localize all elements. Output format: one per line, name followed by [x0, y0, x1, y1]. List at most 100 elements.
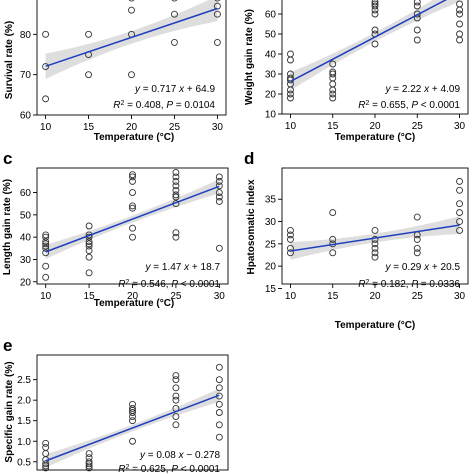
x-tick-label: 20: [369, 121, 381, 132]
x-tick-label: 15: [327, 121, 339, 132]
data-point: [456, 218, 463, 225]
regression-stats: R2 = 0.655, P < 0.0001: [358, 100, 460, 112]
data-point: [215, 433, 223, 441]
data-point: [172, 186, 180, 194]
data-point: [215, 409, 223, 416]
data-point: [413, 213, 421, 221]
data-point: [371, 253, 379, 261]
x-tick-label: 30: [212, 122, 224, 133]
data-point: [42, 30, 50, 38]
x-tick-label: 15: [327, 291, 339, 302]
x-tick-label: 20: [127, 291, 139, 302]
panel-b: 10 20 30 40 50 60 10 15 20 25 30 Temperature (°C) We…: [244, 0, 469, 143]
data-point: [42, 439, 50, 447]
data-point: [371, 2, 379, 10]
data-point: [215, 244, 223, 252]
y-axis-label: Hpatosomatic index: [246, 179, 257, 274]
regression-line-c: [45, 185, 220, 253]
data-point: [215, 384, 223, 392]
panel-a: 60 70 80 10 15 20 25 30 Temperature (°C) Survival…: [4, 0, 227, 143]
data-point: [129, 202, 136, 210]
data-point: [85, 238, 93, 246]
regression-stats: R2 = 0.408, P = 0.0104: [113, 100, 215, 112]
data-point: [287, 227, 294, 234]
data-point: [129, 409, 136, 416]
x-tick-label: 25: [170, 291, 182, 302]
data-point: [371, 26, 379, 34]
regression-line-b: [290, 0, 448, 83]
data-point: [129, 404, 136, 412]
data-point: [85, 450, 93, 458]
data-point: [172, 413, 180, 421]
x-tick-label: 15: [83, 122, 95, 133]
data-point: [371, 6, 379, 14]
data-point: [287, 90, 294, 98]
data-point: [42, 238, 50, 246]
data-point: [172, 229, 180, 237]
data-point: [213, 38, 221, 46]
data-point: [215, 182, 223, 190]
y-tick-label: 60: [265, 10, 277, 21]
data-point: [171, 10, 178, 18]
data-point: [329, 70, 337, 78]
x-axis-label: Temperature (°C): [94, 298, 175, 309]
data-point: [413, 244, 421, 252]
x-tick-label: 10: [285, 291, 297, 302]
data-point: [413, 26, 421, 34]
y-tick-label: 20: [20, 277, 32, 288]
regression-equation: y = 2.22 x + 4.09: [385, 84, 461, 95]
data-point: [172, 182, 180, 190]
x-tick-label: 10: [40, 291, 52, 302]
y-tick-label: 40: [265, 50, 277, 61]
data-point: [85, 240, 93, 248]
data-point: [172, 396, 180, 404]
data-point: [172, 173, 180, 181]
data-point: [128, 0, 135, 2]
data-point: [456, 20, 463, 28]
x-tick-label: 10: [285, 121, 297, 132]
data-point: [456, 10, 463, 18]
data-point: [129, 171, 136, 179]
data-point: [42, 464, 50, 472]
data-point: [287, 235, 294, 243]
data-point: [214, 0, 221, 2]
regression-stats: R2 = 0.182, P = 0.0336: [358, 279, 460, 291]
x-tick-label: 15: [84, 291, 96, 302]
data-point: [329, 94, 337, 102]
data-point: [128, 71, 135, 79]
data-point: [215, 198, 223, 205]
x-tick-label: 20: [126, 122, 138, 133]
data-point: [371, 227, 379, 234]
y-tick-label: 30: [265, 70, 277, 81]
data-point: [42, 249, 50, 257]
data-point: [215, 193, 223, 201]
data-point: [287, 56, 294, 64]
data-point: [129, 177, 136, 185]
x-axis-label: Temperature (°C): [335, 320, 416, 331]
data-point: [456, 30, 463, 38]
data-point: [129, 233, 136, 241]
y-tick-label: 50: [265, 30, 277, 41]
data-point: [287, 50, 294, 58]
data-point: [128, 6, 135, 14]
plot-frame-e: [36, 354, 229, 471]
data-point: [42, 262, 50, 270]
data-point: [172, 392, 180, 400]
panel-c: 20 30 40 50 60 10 15 20 25 30 Temperature (°C) Leng…: [2, 149, 229, 309]
data-point: [329, 86, 337, 94]
panel-letter: c: [3, 149, 12, 168]
data-point: [85, 464, 93, 472]
y-axis-label: Length gain rate (%): [2, 179, 13, 275]
y-tick-label: 80: [20, 30, 32, 41]
regression-equation: y = 0.08 x − 0.278: [139, 450, 221, 461]
data-point: [456, 177, 463, 185]
y-tick-label: 15: [265, 284, 277, 295]
x-axis-label: Temperature (°C): [335, 132, 416, 143]
data-point: [215, 376, 223, 384]
data-point: [172, 421, 180, 429]
data-point: [42, 63, 50, 71]
y-tick-label: 30: [20, 255, 32, 266]
data-point: [329, 209, 337, 217]
